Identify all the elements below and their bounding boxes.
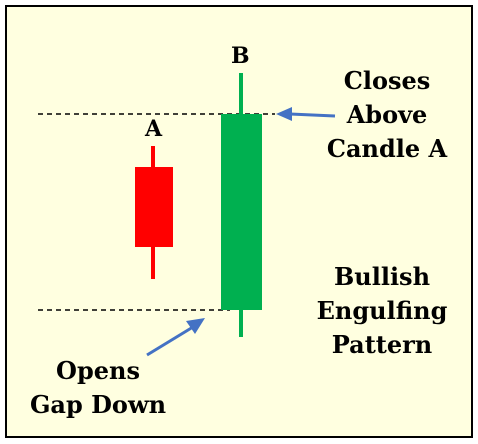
candle-b-body (221, 114, 262, 310)
pattern-line: Engulfing (316, 296, 448, 325)
open-arrow (146, 318, 205, 357)
pattern-name: Bullish Engulfing Pattern (310, 260, 454, 362)
pattern-line: Bullish (333, 262, 431, 291)
candle-a-body (135, 167, 173, 247)
candle-b-label: B (231, 43, 250, 69)
closes-above-callout: Closes Above Candle A (316, 64, 458, 166)
callout-line: Above (346, 100, 428, 129)
callout-line: Gap Down (29, 390, 167, 419)
callout-line: Candle A (326, 134, 448, 163)
callout-line: Opens (56, 356, 140, 385)
pattern-line: Pattern (331, 330, 433, 359)
callout-line: Closes (343, 66, 431, 95)
opens-gap-down-callout: Opens Gap Down (22, 354, 174, 422)
close-arrow (276, 107, 336, 121)
candle-a-label: A (145, 116, 163, 142)
